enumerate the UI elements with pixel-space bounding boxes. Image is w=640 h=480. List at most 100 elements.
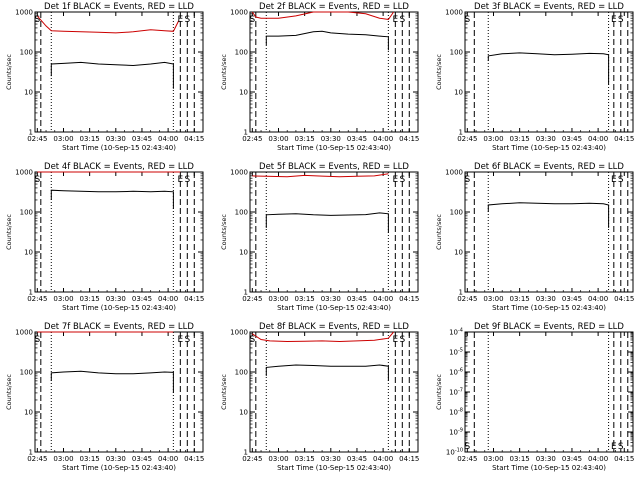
x-tick-label: 03:00	[53, 135, 73, 143]
marker-e: E	[611, 442, 617, 452]
y-axis-label: Counts/sec	[435, 374, 443, 410]
x-tick-label: 03:30	[536, 455, 556, 463]
x-tick-label: 03:00	[483, 455, 503, 463]
y-tick-label: 100	[235, 209, 248, 217]
x-tick-label: 03:30	[106, 295, 126, 303]
panel-title: Det 7f BLACK = Events, RED = LLD	[44, 322, 194, 332]
series-line-events	[487, 202, 610, 228]
series-line-events	[50, 370, 174, 393]
x-axis-label: Start Time (10-Sep-15 02:43:40)	[277, 304, 391, 312]
x-tick-label: 04:00	[588, 455, 608, 463]
y-tick-label-base: 10	[449, 429, 458, 437]
marker-s: S	[249, 15, 255, 25]
y-tick-label: 100	[20, 369, 33, 377]
x-tick-label: 02:45	[457, 295, 477, 303]
marker-e: E	[392, 175, 398, 185]
y-tick-label: 100	[20, 49, 33, 57]
x-tick-label: 04:15	[184, 135, 204, 143]
marker-s: S	[34, 175, 40, 185]
y-tick-label: 1000	[230, 329, 248, 337]
y-tick-label-base: 10	[446, 449, 455, 457]
x-tick-label: 04:15	[614, 135, 634, 143]
y-tick-label: 10	[239, 409, 248, 417]
x-tick-label: 03:15	[295, 295, 315, 303]
x-axis-label: Start Time (10-Sep-15 02:43:40)	[492, 144, 606, 152]
x-tick-label: 03:45	[347, 135, 367, 143]
marker-s: S	[618, 442, 624, 452]
y-tick-label: 10-9	[449, 428, 463, 437]
x-tick-label: 03:45	[132, 135, 152, 143]
marker-s: S	[184, 175, 190, 185]
panel-title: Det 2f BLACK = Events, RED = LLD	[259, 2, 409, 12]
series-line-events	[50, 61, 174, 89]
y-axis-label: Counts/sec	[220, 214, 228, 250]
y-tick-label: 10	[454, 249, 463, 257]
x-axis-label: Start Time (10-Sep-15 02:43:40)	[62, 144, 176, 152]
y-tick-label: 10	[454, 89, 463, 97]
panel-det-1f: Det 1f BLACK = Events, RED = LLD 1 10 100 10…	[5, 2, 204, 152]
x-tick-label: 03:15	[80, 135, 100, 143]
y-axis-label: Counts/sec	[5, 214, 13, 250]
series-line-events	[265, 30, 389, 51]
y-tick-label: 100	[450, 49, 463, 57]
y-tick-label: 1000	[230, 169, 248, 177]
x-tick-label: 03:45	[562, 295, 582, 303]
series-line-events	[265, 364, 389, 381]
x-tick-label: 04:00	[158, 455, 178, 463]
x-tick-label: 03:15	[80, 295, 100, 303]
x-tick-label: 03:00	[268, 295, 288, 303]
marker-s: S	[34, 15, 40, 25]
plot-frame	[34, 11, 204, 133]
x-tick-label: 04:15	[399, 135, 419, 143]
y-tick-label: 10	[24, 89, 33, 97]
y-tick-label: 10	[24, 409, 33, 417]
x-tick-label: 04:00	[373, 135, 393, 143]
series-line-lld	[252, 331, 394, 343]
x-axis-label: Start Time (10-Sep-15 02:43:40)	[492, 464, 606, 472]
panel-det-7f: Det 7f BLACK = Events, RED = LLD 1 10 100 10…	[5, 322, 204, 472]
y-tick-label-base: 10	[449, 349, 458, 357]
y-axis-label: Counts/sec	[5, 374, 13, 410]
y-tick-label-base: 10	[449, 369, 458, 377]
x-tick-label: 03:30	[321, 135, 341, 143]
y-tick-label: 1	[244, 449, 248, 457]
y-tick-label: 1	[29, 289, 33, 297]
y-tick-label: 100	[235, 49, 248, 57]
x-tick-label: 03:00	[483, 135, 503, 143]
y-tick-label: 100	[20, 209, 33, 217]
marker-s: S	[184, 335, 190, 345]
x-tick-label: 02:45	[242, 455, 262, 463]
x-tick-label: 03:45	[347, 455, 367, 463]
marker-s: S	[618, 15, 624, 25]
y-tick-label: 100	[235, 369, 248, 377]
x-tick-label: 03:00	[53, 295, 73, 303]
x-tick-label: 04:15	[614, 295, 634, 303]
x-tick-label: 03:00	[53, 455, 73, 463]
x-tick-label: 02:45	[242, 135, 262, 143]
y-axis-label: Counts/sec	[5, 54, 13, 90]
y-tick-label: 1000	[445, 169, 463, 177]
panel-det-5f: Det 5f BLACK = Events, RED = LLD 1 10 100 10…	[220, 162, 419, 312]
x-axis-label: Start Time (10-Sep-15 02:43:40)	[277, 144, 391, 152]
x-tick-label: 04:00	[158, 135, 178, 143]
x-tick-label: 03:45	[347, 295, 367, 303]
marker-s: S	[464, 442, 470, 452]
x-tick-label: 04:00	[588, 135, 608, 143]
y-tick-label-exponent: -9	[458, 428, 463, 434]
x-axis-label: Start Time (10-Sep-15 02:43:40)	[492, 304, 606, 312]
x-tick-label: 03:15	[295, 455, 315, 463]
x-tick-label: 03:15	[510, 455, 530, 463]
plot-frame	[249, 11, 419, 133]
x-tick-label: 03:15	[510, 135, 530, 143]
y-tick-label: 100	[450, 209, 463, 217]
y-tick-label-exponent: -6	[458, 368, 463, 374]
y-tick-label: 10-7	[449, 388, 463, 397]
x-tick-label: 03:30	[106, 135, 126, 143]
marker-e: E	[177, 15, 183, 25]
x-tick-label: 02:45	[27, 135, 47, 143]
x-axis-label: Start Time (10-Sep-15 02:43:40)	[62, 464, 176, 472]
x-tick-label: 02:45	[27, 295, 47, 303]
panel-title: Det 9f BLACK = Events, RED = LLD	[474, 322, 624, 332]
marker-e: E	[177, 175, 183, 185]
